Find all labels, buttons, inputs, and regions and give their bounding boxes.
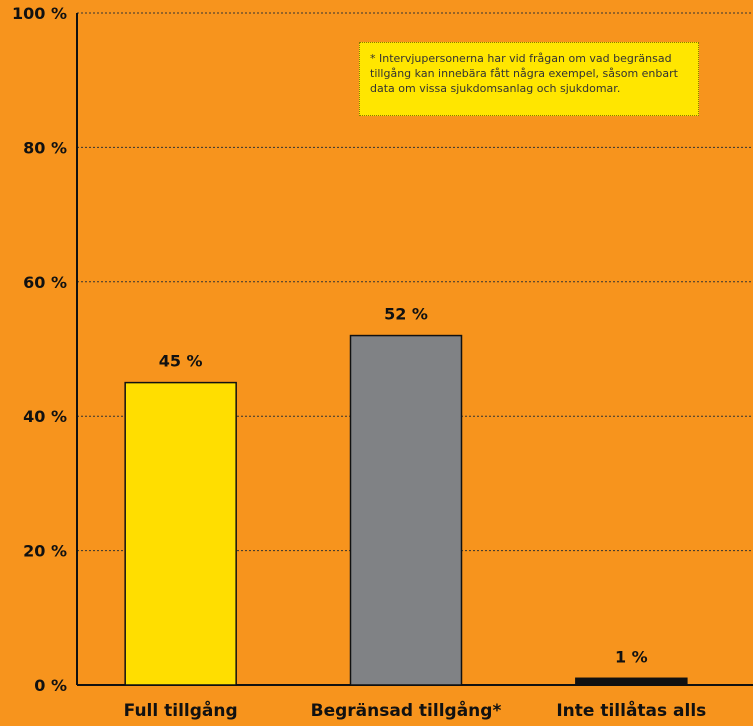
bar [349,334,463,686]
bar [124,381,237,686]
y-tick-label: 100 % [12,4,67,23]
x-tick-label: Inte tillåtas alls [556,699,706,721]
footnote-text: * Intervjupersonerna har vid frågan om v… [370,52,678,95]
data-label: 52 % [384,305,428,324]
y-tick-label: 20 % [23,542,67,561]
y-tick-label: 0 % [34,676,67,695]
data-label: 1 % [615,647,648,666]
x-tick-label: Full tillgång [124,699,238,721]
y-tick-label: 80 % [23,138,67,157]
y-tick-label: 40 % [23,407,67,426]
data-label: 45 % [159,352,203,371]
x-tick-label: Begränsad tillgång* [311,699,502,721]
y-tick-label: 60 % [23,273,67,292]
footnote-box: * Intervjupersonerna har vid frågan om v… [359,42,699,116]
bar [575,677,688,686]
